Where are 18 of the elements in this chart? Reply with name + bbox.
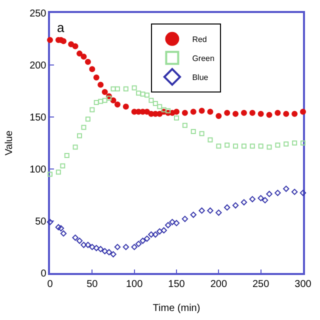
y-tick-label: 100 [30,164,47,176]
y-axis-title: Value [4,130,16,156]
annotation: a [57,20,65,35]
x-tick-label: 200 [210,278,228,290]
x-tick-label: 100 [126,278,144,290]
y-tick-label: 250 [30,8,47,20]
x-tick-label: 250 [252,278,270,290]
legend-label: Green [192,54,214,64]
x-tick-label: 150 [168,278,186,290]
y-tick-label: 200 [30,60,47,72]
y-tick-label: 0 [40,268,47,280]
x-tick-label: 300 [294,278,312,290]
x-tick-label: 50 [86,278,98,290]
legend-label: Red [192,35,207,44]
x-axis-title: Time (min) [152,302,200,314]
y-tick-label: 150 [30,112,47,124]
legend-label: Blue [192,73,209,82]
y-tick-label: 50 [35,216,47,228]
